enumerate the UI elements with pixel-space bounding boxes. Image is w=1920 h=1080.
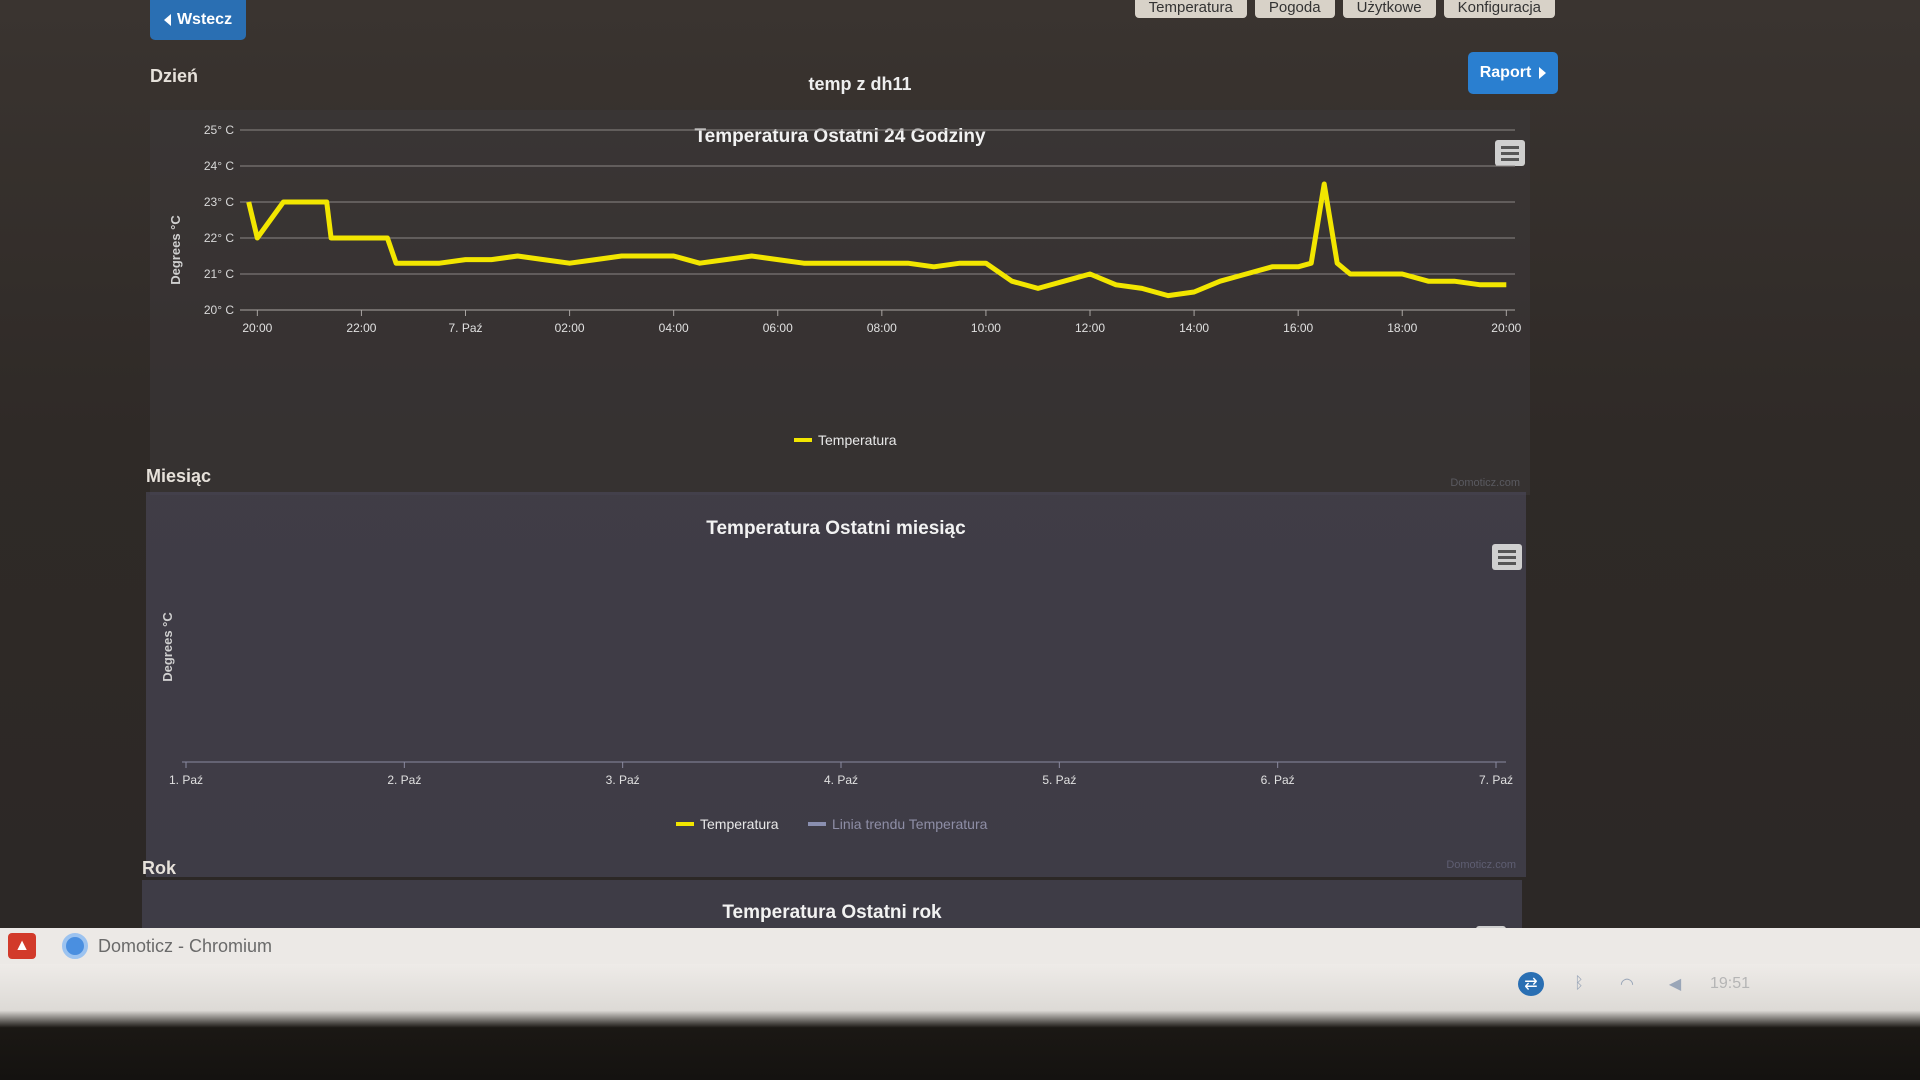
year-chart-title: Temperatura Ostatni rok xyxy=(722,902,942,923)
legend-temperatura-label: Temperatura xyxy=(818,432,897,448)
day-chart-x-axis: 20:00 22:00 7. Paź 02:00 04:00 06:00 08:00 10:0… xyxy=(242,310,1522,335)
day-chart-x-tick: 14:00 xyxy=(1179,321,1209,335)
month-chart-legend[interactable]: Temperatura Linia trendu Temperatura xyxy=(676,816,988,832)
teamviewer-icon[interactable]: ⇄ xyxy=(1518,972,1544,996)
tab-uzytkowe[interactable]: Użytkowe xyxy=(1342,0,1436,18)
device-title: temp z dh11 xyxy=(808,74,912,94)
day-chart-menu-icon[interactable] xyxy=(1495,140,1525,166)
day-chart-y-tick: 24° C xyxy=(204,159,234,173)
day-chart-x-tick: 22:00 xyxy=(346,321,376,335)
day-chart-x-tick: 20:00 xyxy=(242,321,272,335)
month-chart-x-tick: 7. Paź xyxy=(1479,773,1513,787)
month-chart-x-tick: 4. Paź xyxy=(824,773,858,787)
day-chart-y-tick: 20° C xyxy=(204,303,234,317)
day-chart-y-label: Degrees °C xyxy=(168,215,183,285)
day-chart-title: Temperatura Ostatni 24 Godziny xyxy=(694,126,986,147)
section-title-day: Dzień xyxy=(150,66,199,86)
volume-icon[interactable]: ◀ xyxy=(1668,976,1682,993)
monitor-bezel xyxy=(0,964,1920,1080)
wifi-icon[interactable]: ◠ xyxy=(1620,976,1634,993)
year-chart-panel: Temperatura Ostatni rok xyxy=(142,880,1522,952)
legend-temperatura-label: Temperatura xyxy=(700,816,779,832)
day-chart-x-tick: 7. Paź xyxy=(448,321,482,335)
back-arrow-icon xyxy=(163,14,171,26)
day-chart-series-temperatura xyxy=(246,181,1507,299)
month-chart-x-tick: 2. Paź xyxy=(387,773,421,787)
section-title-year: Rok xyxy=(142,858,177,878)
month-chart-x-tick: 3. Paź xyxy=(606,773,640,787)
day-chart-y-tick: 22° C xyxy=(204,231,234,245)
day-chart-legend[interactable]: Temperatura xyxy=(794,432,897,448)
month-chart-x-tick: 5. Paź xyxy=(1042,773,1076,787)
bluetooth-icon[interactable]: ᛒ xyxy=(1574,975,1584,992)
back-button[interactable]: Wstecz xyxy=(150,0,246,40)
month-chart-y-label: Degrees °C xyxy=(160,612,175,682)
chromium-icon[interactable] xyxy=(62,933,88,959)
system-tray: ⇄ ᛒ ◠ ◀ 19:51 xyxy=(1518,972,1750,996)
day-chart-x-tick: 20:00 xyxy=(1491,321,1521,335)
day-chart-x-tick: 18:00 xyxy=(1387,321,1417,335)
day-chart-credit: Domoticz.com xyxy=(1450,477,1520,489)
month-chart-x-tick: 1. Paź xyxy=(169,773,203,787)
day-chart-panel: Temperatura Ostatni 24 Godziny 25° C 24° … xyxy=(150,110,1530,495)
day-chart-x-tick: 06:00 xyxy=(763,321,793,335)
month-chart-credit: Domoticz.com xyxy=(1446,859,1516,871)
day-chart-y-axis: 25° C 24° C 23° C 22° C 21° C 20° C xyxy=(204,123,234,317)
top-nav: Temperatura Pogoda Użytkowe Konfiguracja xyxy=(1134,0,1555,18)
month-chart-menu-icon[interactable] xyxy=(1492,544,1522,570)
day-chart-y-tick: 23° C xyxy=(204,195,234,209)
day-chart-svg: 25° C 24° C 23° C 22° C 21° C 20° C 20:00 22:0… xyxy=(168,123,1522,489)
month-chart-x-axis: 1. Paź 2. Paź 3. Paź 4. Paź 5. Paź 6. Paź 7. P… xyxy=(169,762,1513,787)
day-chart-x-tick: 02:00 xyxy=(555,321,585,335)
day-chart-y-tick: 21° C xyxy=(204,267,234,281)
taskbar: ▲ Domoticz - Chromium xyxy=(0,928,1920,964)
tab-pogoda[interactable]: Pogoda xyxy=(1254,0,1335,18)
section-title-month: Miesiąc xyxy=(146,466,212,486)
report-button[interactable]: Raport xyxy=(1468,52,1558,94)
back-button-label: Wstecz xyxy=(176,11,233,28)
raspberry-menu-icon[interactable]: ▲ xyxy=(8,933,36,959)
day-chart-grid xyxy=(240,129,1515,311)
taskbar-clock: 19:51 xyxy=(1710,975,1751,992)
tab-temperatura[interactable]: Temperatura xyxy=(1134,0,1247,18)
day-chart-x-tick: 10:00 xyxy=(971,321,1001,335)
report-arrow-icon xyxy=(1539,67,1547,79)
day-chart-x-tick: 08:00 xyxy=(867,321,897,335)
legend-trend-label: Linia trendu Temperatura xyxy=(832,816,988,832)
month-chart-svg: Degrees °C 1. Paź 2. Paź 3. Paź 4. Paź 5. Pa… xyxy=(160,612,1516,871)
day-chart-y-tick: 25° C xyxy=(204,123,234,137)
report-button-label: Raport xyxy=(1479,64,1532,81)
taskbar-window-title[interactable]: Domoticz - Chromium xyxy=(98,936,273,956)
day-chart-x-tick: 04:00 xyxy=(659,321,689,335)
day-chart-x-tick: 12:00 xyxy=(1075,321,1105,335)
tab-konfiguracja[interactable]: Konfiguracja xyxy=(1443,0,1555,18)
day-chart-x-tick: 16:00 xyxy=(1283,321,1313,335)
month-chart-x-tick: 6. Paź xyxy=(1261,773,1295,787)
month-chart-title: Temperatura Ostatni miesiąc xyxy=(706,518,966,539)
month-chart-panel: Temperatura Ostatni miesiąc Degrees °C 1… xyxy=(146,492,1526,877)
